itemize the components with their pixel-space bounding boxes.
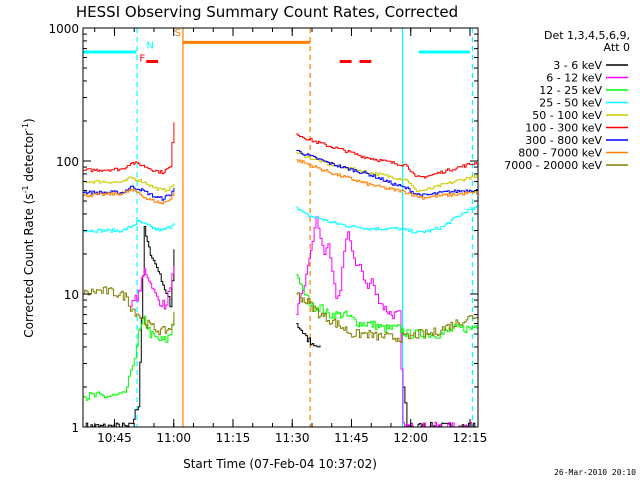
y-tick-label-3: 1000 <box>48 22 79 36</box>
y-tick-label-0: 1 <box>71 421 79 435</box>
legend-label-2: 12 - 25 keV <box>539 84 602 97</box>
chart-title: HESSI Observing Summary Count Rates, Cor… <box>76 3 458 21</box>
timestamp: 26-Mar-2010 20:10 <box>554 468 636 477</box>
y-axis-ticks: 1 10 100 1000 <box>48 22 478 435</box>
x-tick-label-1: 11:00 <box>156 431 191 445</box>
series-line-7 <box>83 159 479 205</box>
series-line-4 <box>83 152 479 193</box>
series-lines <box>83 122 479 428</box>
legend-label-0: 3 - 6 keV <box>553 59 602 72</box>
series-line-6 <box>83 149 479 201</box>
x-tick-label-5: 12:00 <box>393 431 428 445</box>
legend-title: Det 1,3,4,5,6,9, <box>544 29 630 42</box>
legend-label-1: 6 - 12 keV <box>546 72 602 85</box>
x-tick-label-4: 11:45 <box>334 431 369 445</box>
y-tick-label-1: 10 <box>64 288 79 302</box>
legend-label-4: 50 - 100 keV <box>532 109 602 122</box>
x-tick-label-0: 10:45 <box>97 431 132 445</box>
flag-bars: FN S <box>83 28 471 64</box>
vertical-marker-lines <box>136 28 474 427</box>
x-tick-label-3: 11:30 <box>275 431 310 445</box>
flag-letter-1: N <box>146 41 153 52</box>
legend-label-5: 100 - 300 keV <box>525 122 602 135</box>
y-axis-label: Corrected Count Rate (s-1 detector-1) <box>21 118 36 337</box>
flag-letter-2: S <box>175 28 181 39</box>
legend-label-7: 800 - 7000 keV <box>518 147 602 160</box>
series-line-3 <box>83 205 479 234</box>
y-tick-label-2: 100 <box>56 155 79 169</box>
series-line-8 <box>83 286 479 343</box>
flag-letter-0: F <box>139 53 145 64</box>
plot-frame <box>82 27 479 428</box>
series-line-5 <box>83 122 479 179</box>
legend-label-8: 7000 - 20000 keV <box>504 159 602 172</box>
x-tick-label-6: 12:15 <box>453 431 488 445</box>
x-tick-label-2: 11:15 <box>216 431 251 445</box>
legend-label-6: 300 - 800 keV <box>525 134 602 147</box>
legend-subtitle: Att 0 <box>604 41 630 54</box>
x-axis-label: Start Time (07-Feb-04 10:37:02) <box>183 457 377 471</box>
x-axis-ticks: 10:45 11:00 11:15 11:30 11:45 12:00 12:15 <box>94 28 488 445</box>
legend-label-3: 25 - 50 keV <box>539 97 602 110</box>
